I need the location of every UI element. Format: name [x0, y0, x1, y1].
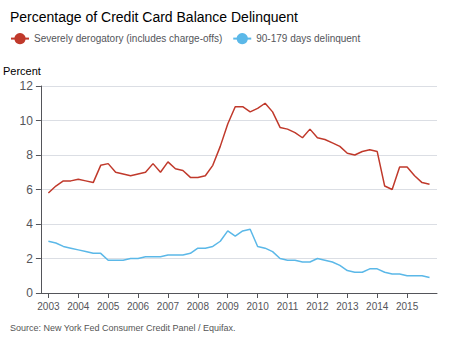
svg-text:10: 10: [20, 114, 34, 128]
svg-text:2010: 2010: [247, 301, 270, 312]
svg-text:6: 6: [26, 183, 33, 197]
svg-text:2008: 2008: [187, 301, 210, 312]
svg-text:2003: 2003: [37, 301, 60, 312]
svg-text:0: 0: [26, 286, 33, 300]
svg-text:Severely derogatory (includes: Severely derogatory (includes charge-off…: [34, 33, 222, 44]
svg-text:2012: 2012: [306, 301, 329, 312]
svg-text:2011: 2011: [277, 301, 299, 312]
svg-text:2: 2: [26, 252, 33, 266]
svg-text:8: 8: [26, 148, 33, 162]
svg-text:Source: New York Fed Consumer: Source: New York Fed Consumer Credit Pan…: [10, 323, 236, 333]
svg-text:Percentage of Credit Card Bala: Percentage of Credit Card Balance Delinq…: [10, 9, 298, 25]
svg-text:4: 4: [26, 217, 33, 231]
svg-text:2013: 2013: [336, 301, 359, 312]
svg-text:12: 12: [20, 79, 34, 93]
svg-text:Percent: Percent: [3, 65, 41, 77]
svg-text:90-179 days delinquent: 90-179 days delinquent: [256, 33, 360, 44]
svg-text:2015: 2015: [396, 301, 419, 312]
svg-text:2009: 2009: [217, 301, 240, 312]
svg-text:2004: 2004: [67, 301, 90, 312]
svg-text:2014: 2014: [366, 301, 389, 312]
svg-text:2007: 2007: [157, 301, 180, 312]
svg-text:2006: 2006: [127, 301, 150, 312]
svg-text:2005: 2005: [97, 301, 120, 312]
